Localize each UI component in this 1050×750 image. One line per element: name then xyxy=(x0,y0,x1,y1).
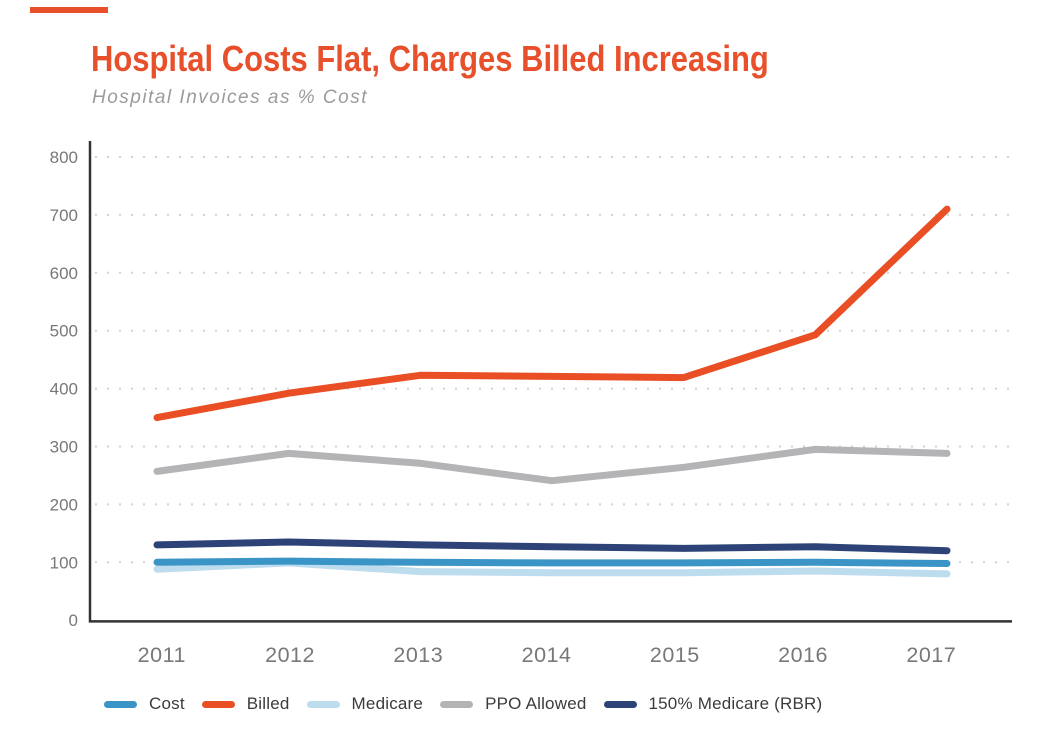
legend-swatch-medicare xyxy=(306,700,340,708)
legend-label-medicare: Medicare xyxy=(351,694,424,713)
axis-lines xyxy=(88,141,1012,623)
legend-label-billed: Billed xyxy=(246,694,290,713)
legend-swatch-ppo-allowed xyxy=(440,700,474,708)
series-line-cost xyxy=(153,557,951,567)
y-tick-label-200: 200 xyxy=(50,495,78,514)
series-line-billed xyxy=(153,205,951,422)
y-tick-label-600: 600 xyxy=(50,264,78,283)
chart-subtitle: Hospital Invoices as % Cost xyxy=(92,87,368,108)
x-tick-label-2017: 2017 xyxy=(906,643,956,667)
y-tick-label-0: 0 xyxy=(69,611,78,630)
legend-label-cost: Cost xyxy=(149,694,185,713)
y-tick-label-800: 800 xyxy=(50,148,78,167)
legend-item-150-medicare-rbr: 150% Medicare (RBR) xyxy=(603,694,823,714)
series-line-ppo-allowed xyxy=(153,445,951,485)
x-tick-label-2013: 2013 xyxy=(393,643,443,667)
y-tick-label-700: 700 xyxy=(50,206,78,225)
x-tick-label-2015: 2015 xyxy=(650,643,700,667)
legend-item-ppo-allowed: PPO Allowed xyxy=(440,694,586,714)
series-line-150-medicare-rbr xyxy=(153,538,951,555)
legend-swatch-cost xyxy=(104,700,137,708)
accent-bar xyxy=(30,7,108,13)
chart-legend: Cost Billed Medicare PPO Allowed 150% Medica… xyxy=(104,694,822,714)
x-tick-label-2014: 2014 xyxy=(522,643,572,667)
x-tick-label-2016: 2016 xyxy=(778,643,828,667)
legend-swatch-150-medicare-rbr xyxy=(603,700,637,708)
y-tick-label-400: 400 xyxy=(50,380,78,399)
legend-item-medicare: Medicare xyxy=(306,694,424,714)
legend-label-150-medicare-rbr: 150% Medicare (RBR) xyxy=(648,694,823,713)
y-tick-label-300: 300 xyxy=(50,438,78,457)
y-tick-label-100: 100 xyxy=(50,553,78,572)
x-tick-label-2012: 2012 xyxy=(265,643,315,667)
legend-item-billed: Billed xyxy=(201,694,290,714)
legend-swatch-billed xyxy=(201,700,235,708)
legend-label-ppo-allowed: PPO Allowed xyxy=(485,694,587,713)
chart-title: Hospital Costs Flat, Charges Billed Incr… xyxy=(91,38,769,79)
y-tick-label-500: 500 xyxy=(50,322,78,341)
legend-item-cost: Cost xyxy=(104,694,185,714)
x-tick-label-2011: 2011 xyxy=(138,643,186,667)
